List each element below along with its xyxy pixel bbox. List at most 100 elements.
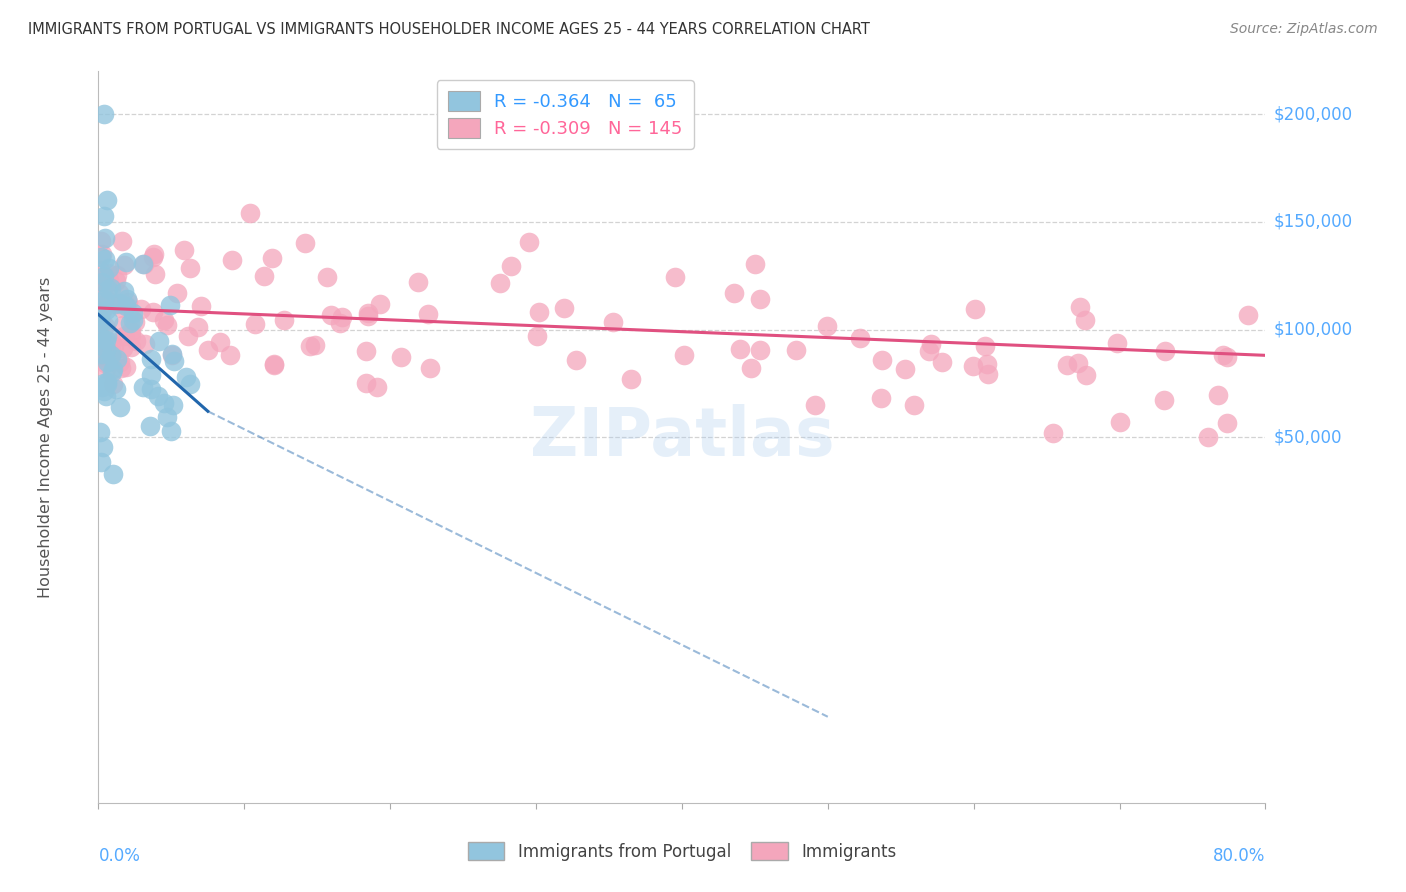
Point [931,355,953,369]
Point [97,351,120,365]
Point [139,368,162,382]
Text: Source: ZipAtlas.com: Source: ZipAtlas.com [1230,22,1378,37]
Point [124,315,146,329]
Point [112,329,135,343]
Point [501,259,523,273]
Point [89,283,111,297]
Point [804,398,827,412]
Point [104,297,127,311]
Point [1206,388,1229,402]
Point [132,257,155,271]
Point [93,334,115,348]
Point [89,425,111,440]
Point [94,278,117,293]
Point [100,365,122,379]
Point [89,311,111,326]
Point [1153,392,1175,407]
Point [870,353,893,368]
Point [90,234,112,248]
Point [920,336,942,351]
Point [93,334,115,349]
Point [159,298,181,312]
Point [118,316,141,330]
Point [160,425,183,439]
Point [110,301,132,315]
Point [366,380,388,394]
Point [1056,358,1078,372]
Point [93,343,115,358]
Point [89,315,111,329]
Point [90,330,112,344]
Point [100,334,122,349]
Point [179,376,201,391]
Point [1067,356,1090,370]
Point [893,361,915,376]
Point [94,252,117,266]
Point [122,306,145,320]
Point [115,299,138,313]
Point [104,382,127,396]
Point [111,234,134,248]
Point [162,348,184,362]
Point [98,260,121,275]
Point [815,318,838,333]
Point [107,286,129,301]
Point [263,357,285,371]
Point [93,107,115,121]
Point [221,252,243,267]
Point [104,274,127,288]
Point [918,343,941,358]
Point [145,267,167,281]
Point [120,340,142,354]
Point [93,269,115,284]
Text: 80.0%: 80.0% [1213,847,1265,864]
Point [89,263,111,277]
Point [870,391,893,405]
Point [96,342,118,356]
Point [96,347,118,361]
Point [90,246,112,260]
Point [132,380,155,394]
Point [132,257,155,271]
Point [96,362,118,376]
Point [141,382,163,396]
Point [93,338,115,352]
Point [129,302,152,317]
Point [89,314,111,328]
Point [94,231,117,245]
Point [90,250,112,264]
Text: ZIPatlas: ZIPatlas [530,404,834,470]
Point [148,389,170,403]
Point [89,311,111,326]
Point [173,243,195,257]
Point [114,298,136,312]
Point [903,398,925,412]
Point [176,370,198,384]
Point [89,337,111,351]
Point [239,206,262,220]
Point [143,247,166,261]
Point [115,359,138,374]
Point [963,301,986,316]
Point [93,376,115,390]
Point [319,308,342,322]
Text: 0.0%: 0.0% [98,847,141,864]
Point [93,384,115,398]
Point [96,376,118,391]
Point [93,300,115,314]
Point [105,268,128,283]
Point [115,255,138,269]
Point [208,334,231,349]
Point [1042,425,1064,440]
Point [93,292,115,306]
Point [94,351,117,366]
Point [253,268,276,283]
Point [664,269,686,284]
Point [177,328,200,343]
Point [748,343,770,358]
Point [744,257,766,271]
Point [1197,430,1219,444]
Point [108,355,131,369]
Point [304,338,326,352]
Point [115,292,138,306]
